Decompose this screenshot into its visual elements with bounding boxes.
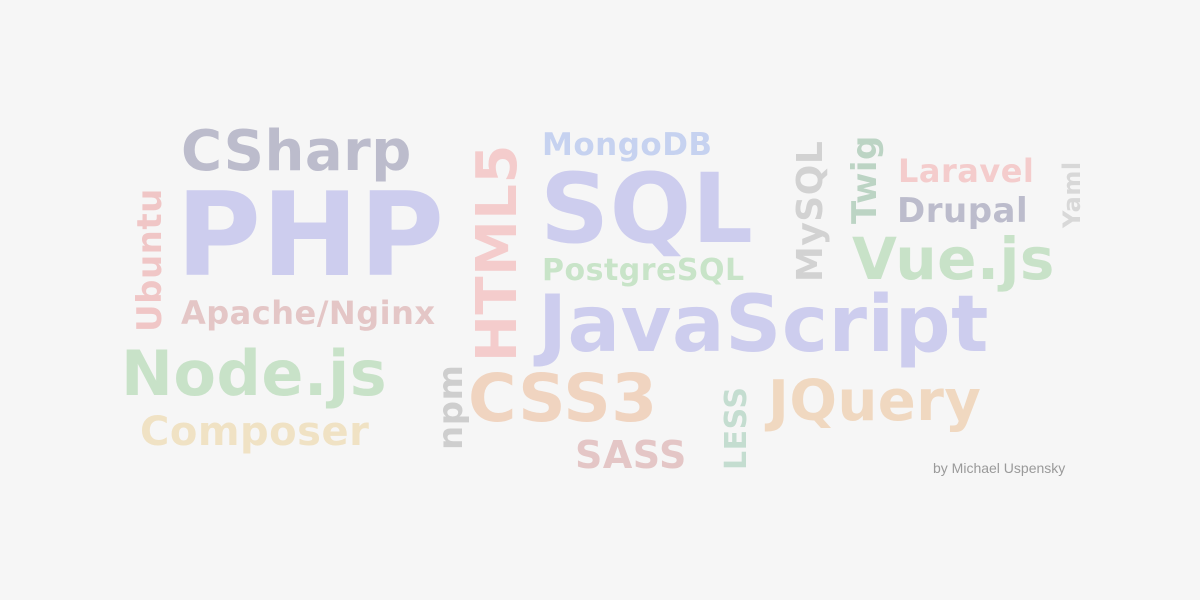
word-apache-nginx: Apache/Nginx	[181, 294, 436, 332]
word-jquery: JQuery	[768, 369, 982, 434]
word-css3: CSS3	[468, 360, 658, 437]
word-sql: SQL	[540, 153, 754, 265]
word-sass: SASS	[575, 433, 687, 477]
word-nodejs: Node.js	[121, 337, 388, 410]
word-mysql: MySQL	[790, 140, 831, 282]
word-npm: npm	[431, 364, 471, 450]
word-javascript: JavaScript	[538, 280, 989, 370]
word-twig: Twig	[845, 135, 885, 224]
word-csharp: CSharp	[181, 119, 412, 184]
word-less: LESS	[719, 386, 754, 470]
word-html5: HTML5	[465, 144, 530, 362]
word-laravel: Laravel	[898, 152, 1035, 190]
word-ubuntu: Ubuntu	[130, 188, 170, 332]
author-credit: by Michael Uspensky	[933, 460, 1066, 476]
word-mongodb: MongoDB	[542, 127, 713, 163]
word-postgresql: PostgreSQL	[542, 253, 745, 288]
word-yaml: Yaml	[1058, 161, 1086, 228]
word-php: PHP	[176, 168, 445, 303]
word-composer: Composer	[140, 409, 370, 455]
word-vuejs: Vue.js	[852, 225, 1055, 293]
word-drupal: Drupal	[897, 191, 1029, 231]
